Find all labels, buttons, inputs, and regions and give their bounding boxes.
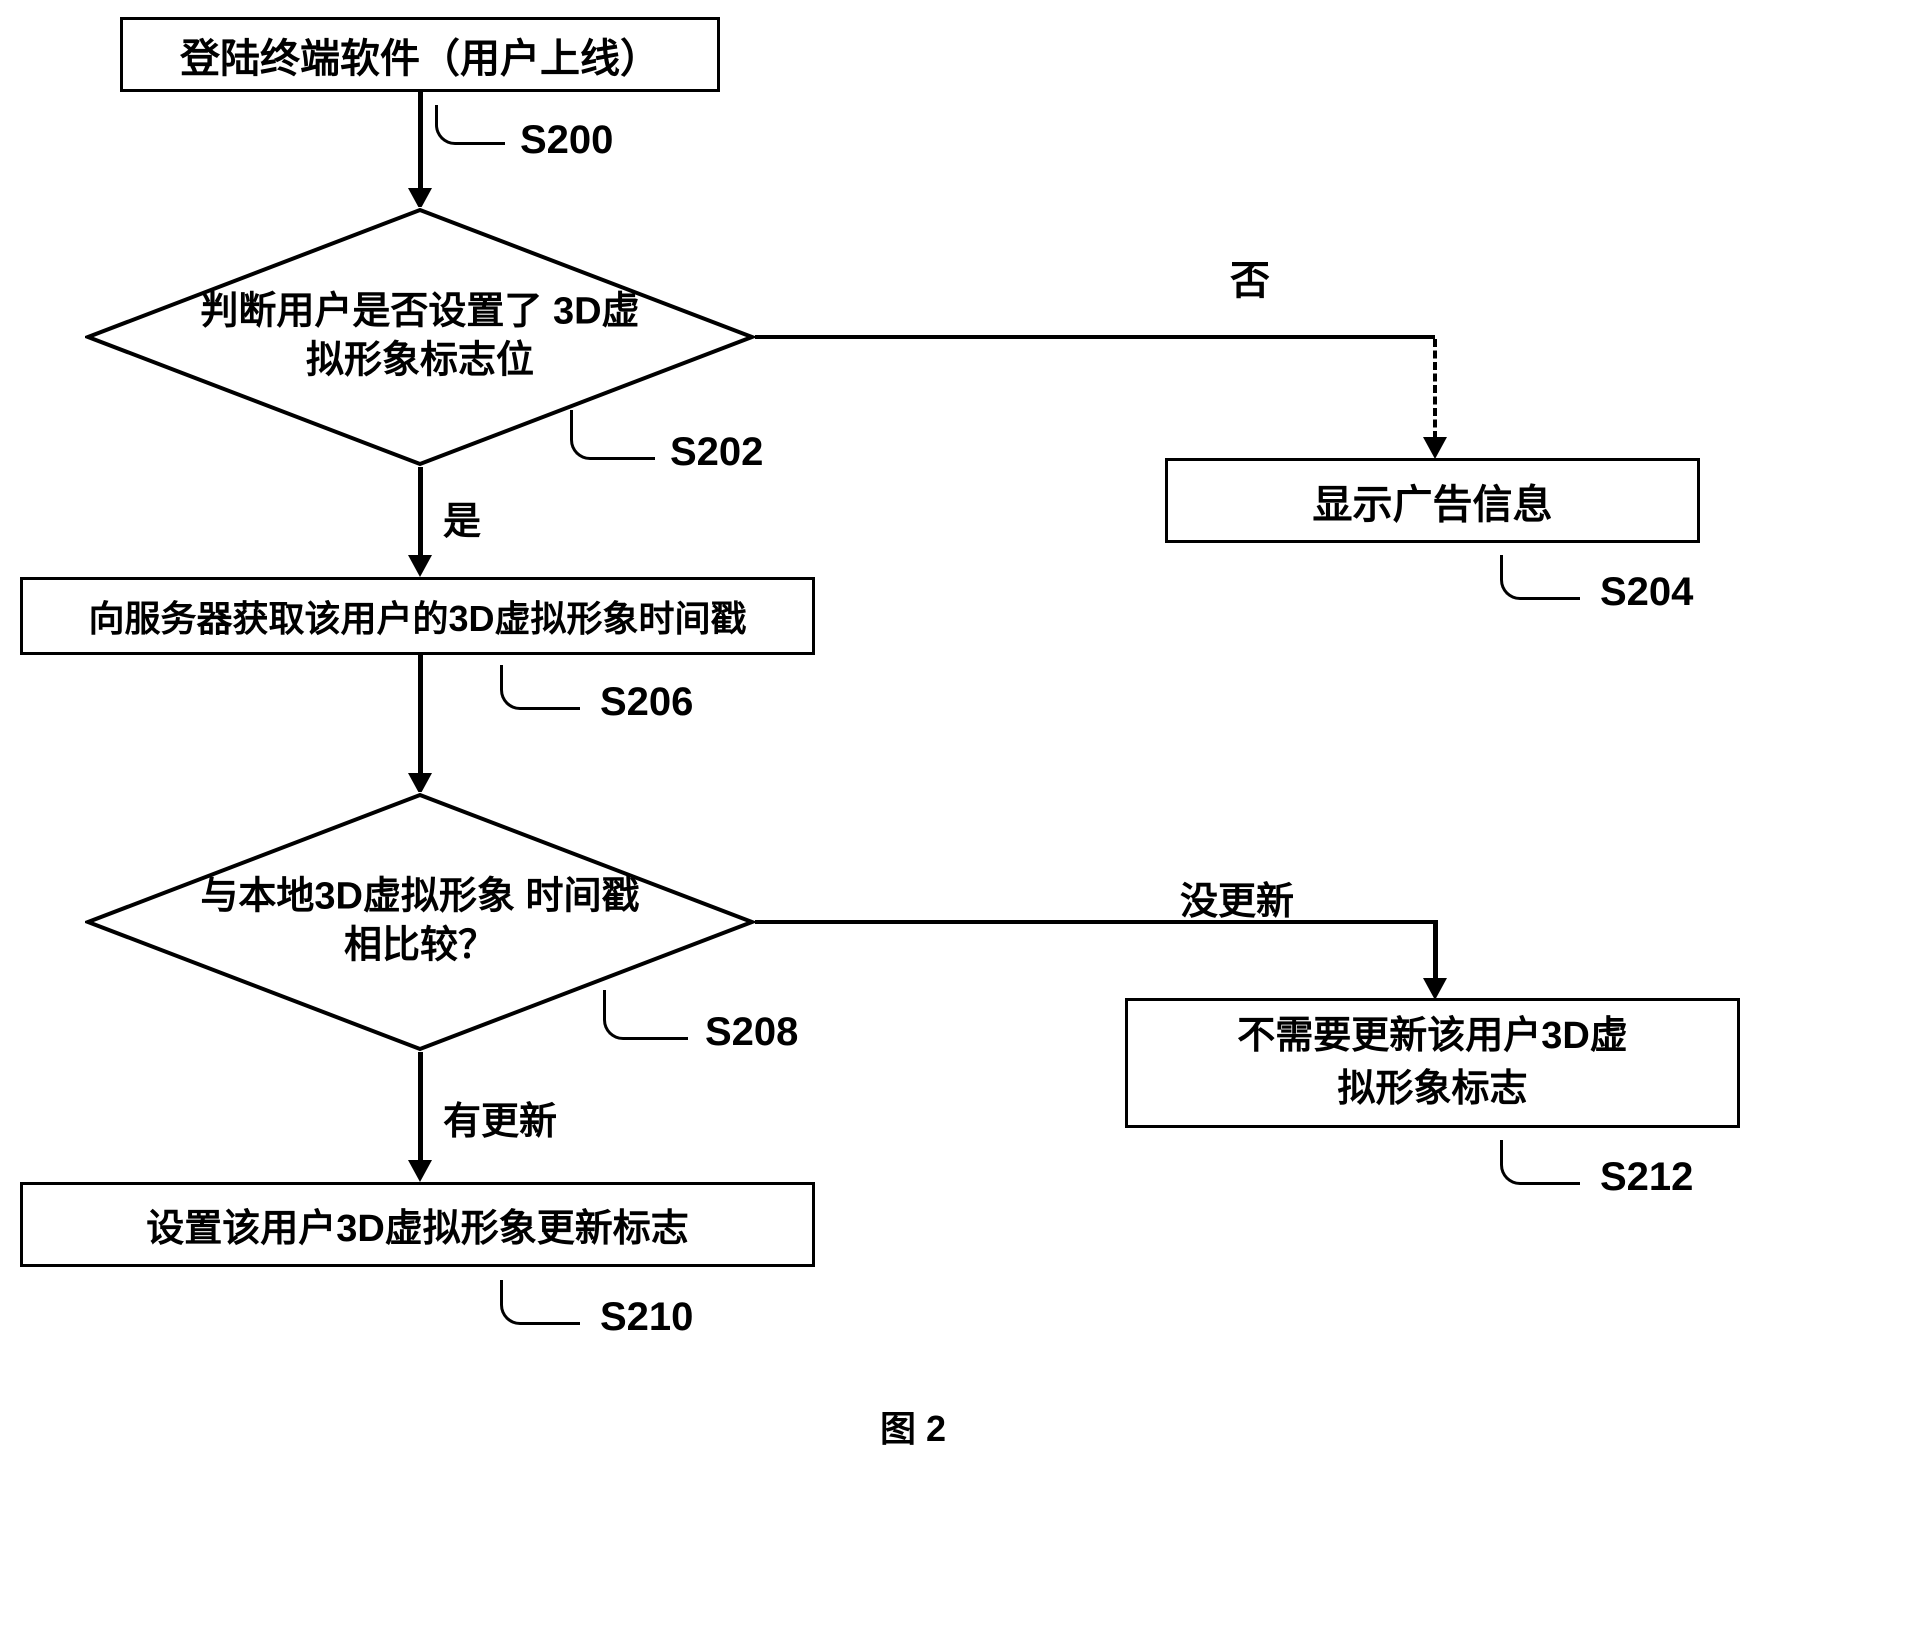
node-s206-text: 向服务器获取该用户的3D虚拟形象时间戳 bbox=[88, 590, 746, 642]
arrow-s202-no-h1 bbox=[755, 335, 1435, 339]
label-s208: S208 bbox=[705, 1010, 798, 1055]
node-s212-text: 不需要更新该用户3D虚 拟形象标志 bbox=[1237, 1010, 1628, 1116]
connector-s208 bbox=[603, 990, 688, 1040]
node-s208-text: 与本地3D虚拟形象 时间戳相比较？ bbox=[186, 873, 655, 972]
node-s202-text: 判断用户是否设置了 3D虚拟形象标志位 bbox=[186, 288, 655, 387]
label-s202: S202 bbox=[670, 430, 763, 475]
arrow-s202-yes bbox=[418, 467, 423, 557]
arrow-s200-s202 bbox=[418, 92, 423, 190]
node-s204-text: 显示广告信息 bbox=[1313, 472, 1553, 530]
connector-s200 bbox=[435, 105, 505, 145]
connector-s204 bbox=[1500, 555, 1580, 600]
branch-s208-yes: 有更新 bbox=[443, 1090, 557, 1145]
arrow-s202-no-v bbox=[1433, 339, 1437, 439]
node-s212: 不需要更新该用户3D虚 拟形象标志 bbox=[1125, 998, 1740, 1128]
connector-s202 bbox=[570, 410, 655, 460]
figure-caption: 图 2 bbox=[880, 1400, 946, 1452]
arrow-head-s208-yes bbox=[408, 1160, 432, 1182]
label-s212: S212 bbox=[1600, 1155, 1693, 1200]
arrow-s208-no-v bbox=[1433, 920, 1438, 980]
label-s200: S200 bbox=[520, 118, 613, 163]
branch-s208-no: 没更新 bbox=[1180, 870, 1294, 925]
connector-s212 bbox=[1500, 1140, 1580, 1185]
branch-s202-yes: 是 bbox=[443, 490, 481, 545]
connector-s206 bbox=[500, 665, 580, 710]
arrow-head-s202-yes bbox=[408, 555, 432, 577]
label-s210: S210 bbox=[600, 1295, 693, 1340]
label-s204: S204 bbox=[1600, 570, 1693, 615]
node-s210: 设置该用户3D虚拟形象更新标志 bbox=[20, 1182, 815, 1267]
arrow-head-s202-no bbox=[1423, 437, 1447, 459]
flowchart-container: 登陆终端软件（用户上线） S200 判断用户是否设置了 3D虚拟形象标志位 S2… bbox=[0, 0, 1913, 1652]
node-s206: 向服务器获取该用户的3D虚拟形象时间戳 bbox=[20, 577, 815, 655]
arrow-s206-s208 bbox=[418, 655, 423, 775]
connector-s210 bbox=[500, 1280, 580, 1325]
arrow-s208-no-h bbox=[755, 920, 1435, 924]
label-s206: S206 bbox=[600, 680, 693, 725]
arrow-head-s208-no bbox=[1423, 978, 1447, 1000]
node-s210-text: 设置该用户3D虚拟形象更新标志 bbox=[146, 1197, 689, 1252]
node-s200: 登陆终端软件（用户上线） bbox=[120, 17, 720, 92]
arrow-s208-yes bbox=[418, 1052, 423, 1162]
node-s200-text: 登陆终端软件（用户上线） bbox=[180, 26, 660, 84]
node-s204: 显示广告信息 bbox=[1165, 458, 1700, 543]
branch-s202-no: 否 bbox=[1230, 248, 1270, 306]
